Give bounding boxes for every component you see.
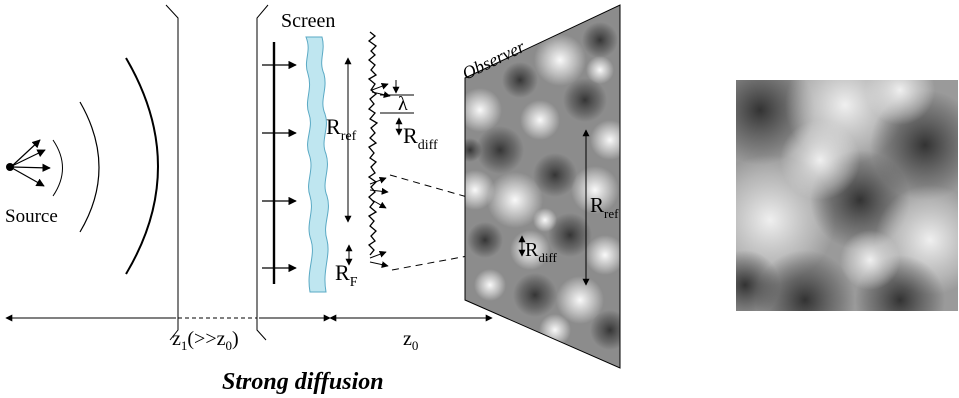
- projection-line-lower: [391, 249, 501, 271]
- wavefront-1: [52, 139, 63, 197]
- lambda-label: λ: [398, 93, 408, 115]
- wavefront-2: [79, 101, 100, 233]
- source-point: [6, 163, 14, 171]
- r-diff-right-label: Rdiff: [525, 239, 558, 265]
- r-f-label: RF: [335, 260, 358, 290]
- scatter-arrow: [369, 250, 387, 259]
- bracket-left: [165, 4, 179, 341]
- scatter-arrow: [371, 199, 387, 209]
- z0-label: z0: [403, 328, 418, 353]
- r-ref-left-label: Rref: [326, 114, 357, 144]
- screen-label: Screen: [281, 10, 335, 32]
- wavefront-3: [125, 57, 159, 275]
- r-ref-right-label: Rref: [590, 193, 619, 221]
- scatter-arrow: [369, 176, 387, 185]
- bracket-right: [256, 4, 269, 341]
- z1-label: z1(>>z0): [172, 328, 239, 353]
- source-ray-arrow: [11, 139, 41, 167]
- scatter-arrow: [369, 261, 389, 269]
- scatter-arrow: [369, 187, 389, 195]
- scatter-arrow: [371, 82, 389, 91]
- source-ray-arrow: [11, 149, 46, 167]
- source-ray-arrow: [11, 167, 45, 187]
- distorted-wavefront: [367, 31, 379, 256]
- r-diff-left-label: Rdiff: [403, 123, 438, 153]
- phase-screen: [305, 36, 329, 293]
- diffusion-noise-image: [736, 80, 958, 311]
- source: Source: [5, 139, 58, 227]
- source-label: Source: [5, 206, 58, 227]
- caption: Strong diffusion: [222, 369, 384, 395]
- source-ray-arrow: [11, 163, 51, 172]
